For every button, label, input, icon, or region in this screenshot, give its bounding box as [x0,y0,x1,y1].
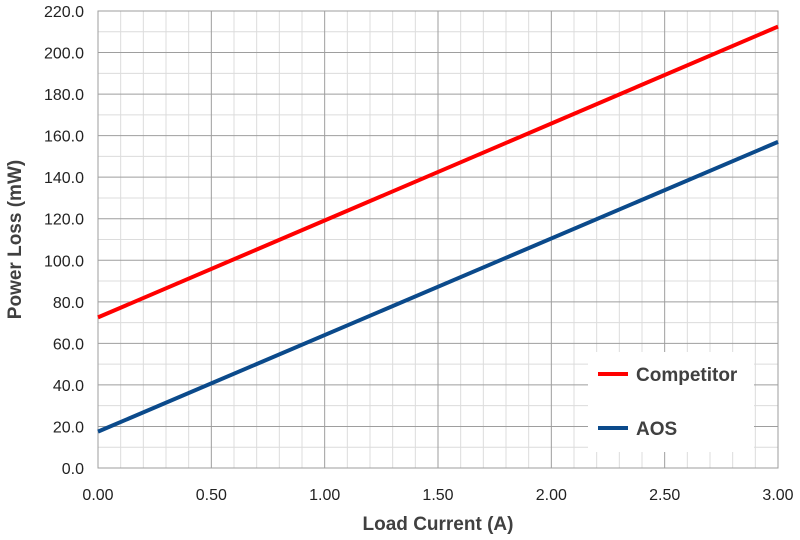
x-tick-label: 1.00 [309,487,340,504]
y-tick-label: 40.0 [53,378,84,395]
legend-background [588,352,754,452]
legend-label-competitor: Competitor [636,365,738,386]
x-axis-tick-labels: 0.00 0.50 1.00 1.50 2.00 2.50 3.00 [82,487,793,504]
y-axis-title: Power Loss (mW) [5,160,26,319]
x-tick-label: 3.00 [762,487,793,504]
x-tick-label: 2.00 [536,487,567,504]
x-tick-label: 1.50 [422,487,453,504]
series-line-competitor [97,24,779,320]
x-axis-title: Load Current (A) [363,514,514,535]
x-tick-label: 2.50 [649,487,680,504]
y-tick-label: 100.0 [44,253,84,270]
y-tick-label: 0.0 [62,461,84,478]
y-tick-label: 200.0 [44,46,84,63]
y-axis-tick-labels: 0.0 20.0 40.0 60.0 80.0 100.0 120.0 140.0 160.0 1… [44,4,84,478]
legend-label-aos: AOS [636,419,677,440]
y-tick-label: 160.0 [44,129,84,146]
y-tick-label: 180.0 [44,87,84,104]
legend: Competitor AOS [588,352,754,452]
x-tick-label: 0.00 [82,487,113,504]
y-tick-label: 120.0 [44,212,84,229]
y-tick-label: 80.0 [53,295,84,312]
y-tick-label: 60.0 [53,336,84,353]
y-tick-label: 220.0 [44,4,84,21]
series-line-aos [97,140,779,434]
y-tick-label: 140.0 [44,170,84,187]
y-tick-label: 20.0 [53,419,84,436]
series-lines [97,24,779,434]
plot-area-border [97,10,779,469]
x-tick-label: 0.50 [196,487,227,504]
